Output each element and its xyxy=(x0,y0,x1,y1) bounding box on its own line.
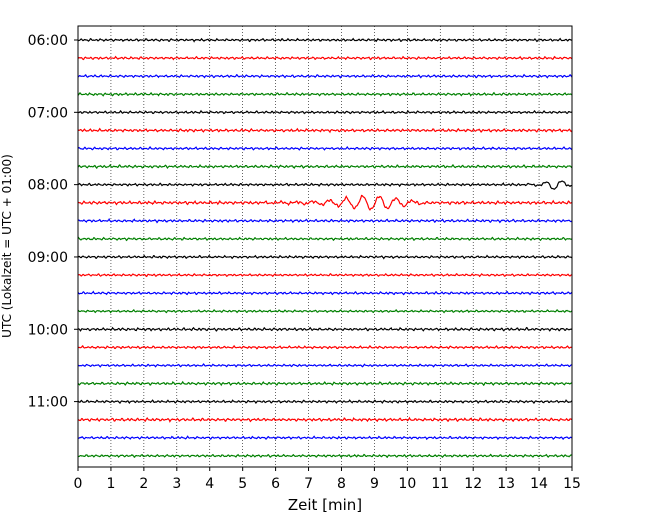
x-axis-ticks: 0 1 2 3 4 5 6 7 8 9 10 11 12 13 14 15 xyxy=(74,467,581,492)
x-tick-label: 12 xyxy=(464,476,482,492)
x-tick-label: 7 xyxy=(304,476,313,492)
trace-0845 xyxy=(77,236,573,242)
trace-0730 xyxy=(77,145,573,151)
trace-1045 xyxy=(77,380,573,387)
y-tick-label: 08:00 xyxy=(28,178,68,194)
x-tick-label: 5 xyxy=(238,476,247,492)
trace-0945 xyxy=(77,308,573,314)
plot-background xyxy=(78,26,572,467)
y-tick-label: 11:00 xyxy=(28,395,68,411)
trace-1145 xyxy=(77,453,573,459)
x-tick-label: 6 xyxy=(271,476,280,492)
y-axis-title: UTC (Lokalzeit = UTC + 01:00) xyxy=(0,154,14,338)
y-tick-label: 07:00 xyxy=(28,105,68,121)
x-tick-label: 13 xyxy=(497,476,515,492)
trace-0715 xyxy=(77,127,573,134)
trace-0700 xyxy=(77,109,573,115)
y-tick-label: 06:00 xyxy=(28,33,68,49)
x-axis-title: Zeit [min] xyxy=(288,496,362,514)
trace-1000 xyxy=(77,326,573,332)
trace-0915 xyxy=(77,272,573,278)
trace-1100 xyxy=(77,399,573,405)
x-tick-label: 15 xyxy=(563,476,581,492)
trace-0815 xyxy=(77,194,573,211)
trace-1015 xyxy=(77,344,573,350)
trace-1030 xyxy=(77,363,573,368)
x-tick-label: 0 xyxy=(74,476,83,492)
y-axis-ticks: 06:00 07:00 08:00 09:00 10:00 11:00 xyxy=(28,33,78,411)
y-tick-label: 09:00 xyxy=(28,250,68,266)
x-tick-label: 10 xyxy=(398,476,416,492)
trace-0600 xyxy=(77,37,573,43)
trace-0630 xyxy=(77,73,573,79)
x-tick-label: 14 xyxy=(530,476,548,492)
trace-0615 xyxy=(77,55,573,61)
trace-0645 xyxy=(77,91,573,97)
trace-1115 xyxy=(77,416,573,423)
x-tick-label: 1 xyxy=(106,476,115,492)
trace-1130 xyxy=(77,435,573,441)
trace-0800 xyxy=(77,180,573,190)
x-tick-label: 11 xyxy=(431,476,449,492)
x-tick-label: 4 xyxy=(205,476,214,492)
x-tick-label: 9 xyxy=(370,476,379,492)
x-tick-label: 8 xyxy=(337,476,346,492)
plot-frame xyxy=(77,25,573,468)
seismogram-traces xyxy=(77,37,573,459)
x-tick-label: 3 xyxy=(172,476,181,492)
trace-0900 xyxy=(77,254,573,260)
trace-0830 xyxy=(77,217,573,224)
trace-0930 xyxy=(77,290,573,296)
x-tick-label: 2 xyxy=(139,476,148,492)
y-tick-label: 10:00 xyxy=(28,322,68,338)
trace-0745 xyxy=(77,163,573,170)
